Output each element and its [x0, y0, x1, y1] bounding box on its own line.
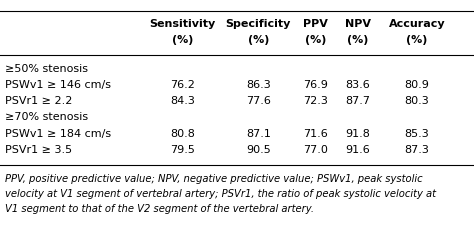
Text: (%): (%): [347, 35, 369, 45]
Text: NPV: NPV: [345, 19, 371, 29]
Text: 76.9: 76.9: [303, 80, 328, 90]
Text: PSWv1 ≥ 146 cm/s: PSWv1 ≥ 146 cm/s: [5, 80, 111, 90]
Text: 79.5: 79.5: [170, 145, 195, 155]
Text: PSVr1 ≥ 3.5: PSVr1 ≥ 3.5: [5, 145, 72, 155]
Text: 80.9: 80.9: [405, 80, 429, 90]
Text: 87.1: 87.1: [246, 129, 271, 139]
Text: 77.0: 77.0: [303, 145, 328, 155]
Text: ≥70% stenosis: ≥70% stenosis: [5, 112, 88, 122]
Text: 80.3: 80.3: [405, 96, 429, 106]
Text: PPV, positive predictive value; NPV, negative predictive value; PSWv1, peak syst: PPV, positive predictive value; NPV, neg…: [5, 174, 422, 184]
Text: (%): (%): [304, 35, 326, 45]
Text: Specificity: Specificity: [226, 19, 291, 29]
Text: V1 segment to that of the V2 segment of the vertebral artery.: V1 segment to that of the V2 segment of …: [5, 204, 314, 214]
Text: 91.6: 91.6: [346, 145, 370, 155]
Text: 71.6: 71.6: [303, 129, 328, 139]
Text: (%): (%): [406, 35, 428, 45]
Text: PSWv1 ≥ 184 cm/s: PSWv1 ≥ 184 cm/s: [5, 129, 111, 139]
Text: 77.6: 77.6: [246, 96, 271, 106]
Text: 87.3: 87.3: [405, 145, 429, 155]
Text: (%): (%): [172, 35, 193, 45]
Text: 87.7: 87.7: [346, 96, 370, 106]
Text: Accuracy: Accuracy: [389, 19, 446, 29]
Text: 80.8: 80.8: [170, 129, 195, 139]
Text: 83.6: 83.6: [346, 80, 370, 90]
Text: PSVr1 ≥ 2.2: PSVr1 ≥ 2.2: [5, 96, 72, 106]
Text: 86.3: 86.3: [246, 80, 271, 90]
Text: 76.2: 76.2: [170, 80, 195, 90]
Text: 72.3: 72.3: [303, 96, 328, 106]
Text: Sensitivity: Sensitivity: [149, 19, 216, 29]
Text: PPV: PPV: [303, 19, 328, 29]
Text: 85.3: 85.3: [405, 129, 429, 139]
Text: 91.8: 91.8: [346, 129, 370, 139]
Text: 84.3: 84.3: [170, 96, 195, 106]
Text: velocity at V1 segment of vertebral artery; PSVr1, the ratio of peak systolic ve: velocity at V1 segment of vertebral arte…: [5, 189, 436, 199]
Text: 90.5: 90.5: [246, 145, 271, 155]
Text: (%): (%): [247, 35, 269, 45]
Text: ≥50% stenosis: ≥50% stenosis: [5, 64, 88, 74]
